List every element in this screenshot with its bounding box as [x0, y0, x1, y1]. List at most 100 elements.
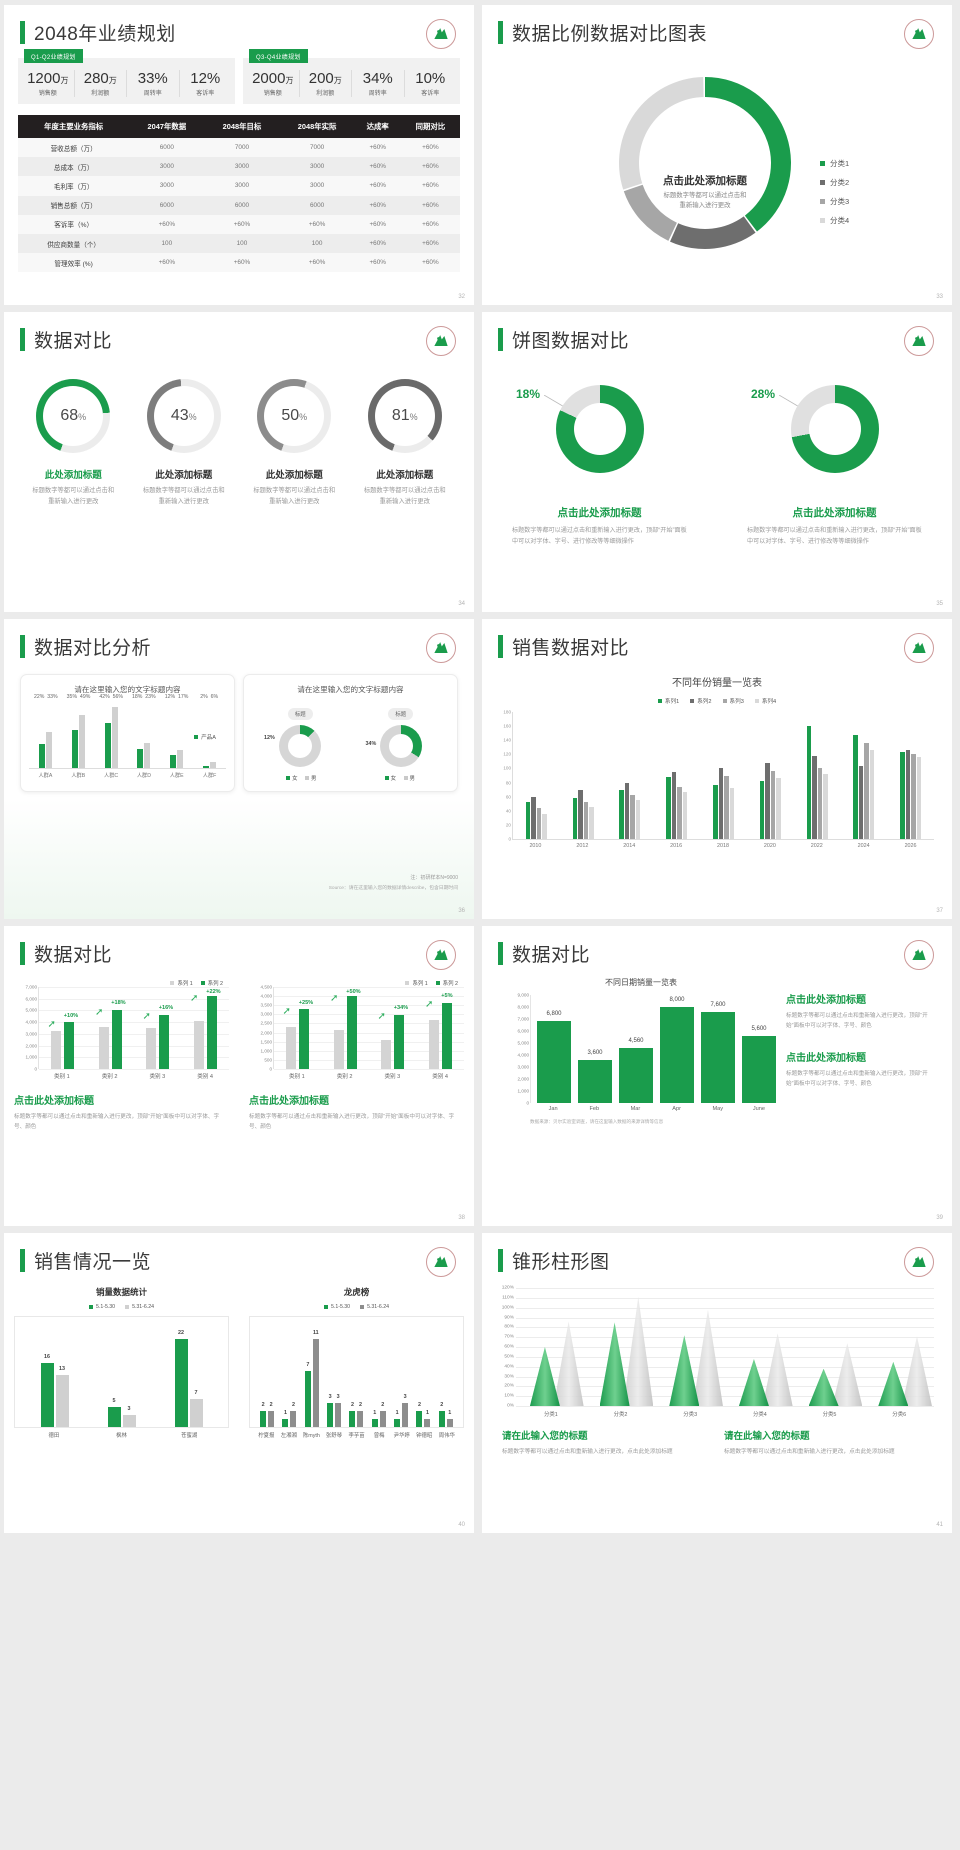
- bar-group: [700, 712, 747, 839]
- bar-group: 1 3: [390, 1317, 412, 1427]
- y-tick: 3,000: [517, 1064, 530, 1070]
- text-block: 请在此输入您的标题 标题数字等都可以通过点击和重新输入进行更改，点击此处添加标题: [724, 1428, 932, 1457]
- ring-title: 此处添加标题: [44, 470, 102, 481]
- slide-38[interactable]: 数据对比 系列 1 系列 2 7,000 6,000 5,000 4,000 3,000 2,…: [4, 926, 474, 1226]
- donut-pct: 18%: [516, 387, 541, 401]
- y-tick: 3,500: [260, 1002, 273, 1008]
- slide-40[interactable]: 销售情况一览 销量数据统计 5.1-5.30 5.31-6.24 16 13 5 3…: [4, 1233, 474, 1533]
- slide-grid: 2048年业绩规划 Q1-Q2业绩规划 1200万 销售额 280万 利润额: [4, 5, 952, 1533]
- table-cell: 100: [129, 233, 205, 254]
- table-cell: +60%: [129, 253, 205, 273]
- kpi-value: 33: [137, 70, 155, 87]
- bar: [858, 765, 864, 839]
- note-line-2: Source：请在这里输入您的数据详情describe，包含日期时间: [328, 886, 458, 891]
- bar: [666, 776, 671, 839]
- x-label: 分类1: [543, 1412, 558, 1418]
- x-label: 人群D: [136, 773, 151, 779]
- progress-ring: 68%: [36, 379, 111, 453]
- slide-35[interactable]: 饼图数据对比 18% 点击此处添加标题 标题数字等都可以通过点击和重新输入进行更…: [482, 312, 952, 612]
- page-number: 40: [458, 1522, 465, 1528]
- ring-title: 此处添加标题: [265, 470, 323, 481]
- bar-series1: 7: [304, 1362, 311, 1427]
- y-tick: 180: [503, 709, 511, 715]
- kpi-tag: Q1-Q2业绩规划: [24, 49, 83, 63]
- donut-chart: [619, 77, 791, 249]
- kpi-unit: 万: [285, 76, 294, 85]
- x-axis-labels: 德田 枫林 苍蜜湖: [14, 1431, 229, 1439]
- table-cell: 3000: [279, 157, 355, 177]
- table-row: 毛利率（万） 3000 3000 3000 +60% +60%: [18, 176, 460, 196]
- legend-label: 5.1-5.30: [96, 1304, 116, 1310]
- kpi-value: 2000: [252, 70, 286, 87]
- bar-series2: 3: [335, 1394, 342, 1427]
- brand-logo-icon: [904, 326, 934, 356]
- trend-arrow-icon: ➚: [95, 1006, 104, 1018]
- progress-ring: 50%: [257, 379, 332, 453]
- delta-label: +16%: [158, 1004, 174, 1011]
- bar-group: [887, 712, 934, 839]
- y-tick: 2,000: [517, 1076, 530, 1082]
- page-number: 37: [936, 908, 943, 914]
- bar-value: 1: [283, 1410, 287, 1416]
- bar-value-label: 8,000: [669, 997, 685, 1003]
- y-tick: 9,000: [517, 992, 530, 998]
- legend-label: 产品A: [201, 735, 216, 741]
- kpi-value: 34: [362, 70, 380, 87]
- x-label: 人群C: [104, 773, 119, 779]
- bar-value-label: 7,600: [710, 1001, 726, 1008]
- legend-item: 系列1: [657, 697, 679, 705]
- slide-33[interactable]: 数据比例数据对比图表 点击此处添加标题 标题数字等都可以通过点击和 重新输入进行更…: [482, 5, 952, 305]
- kpi-label: 利润额: [316, 91, 335, 97]
- bar-columns: +10% ➚ +18% ➚ +16% ➚ +22% ➚: [39, 987, 229, 1069]
- progress-ring: 43%: [146, 379, 221, 453]
- slide-34[interactable]: 数据对比 68% 此处添加标题 标题数字等都可以通过点击和重新输入进行更改 43…: [4, 312, 474, 612]
- donut-segment: [623, 184, 677, 241]
- bar-value: 2: [358, 1402, 362, 1408]
- row-label: 总成本（万）: [18, 157, 130, 177]
- bar-series2: [46, 732, 53, 768]
- slide-41[interactable]: 锥形柱形图 120% 110% 100% 90% 80% 70% 60% 50% 40% 30% 2…: [482, 1233, 952, 1533]
- table-cell: 7000: [279, 138, 355, 158]
- bar-series2: 7: [189, 1390, 203, 1427]
- col-header: 年度主要业务指标: [18, 115, 130, 138]
- donut-center-sub1: 标题数字等都可以通过点击和: [663, 192, 747, 199]
- y-tick: 4,000: [260, 993, 273, 999]
- kpi-label: 销售额: [263, 91, 282, 97]
- legend-swatch: [820, 218, 825, 223]
- block-heading: 点击此处添加标题: [786, 995, 866, 1006]
- table-row: 供应商数量（个） 100 100 100 +60% +60%: [18, 233, 460, 254]
- table-cell: 3000: [129, 176, 205, 196]
- bar: [869, 750, 875, 839]
- legend-swatch: [754, 699, 759, 703]
- slide-37[interactable]: 销售数据对比 不同年份销量一览表 系列1 系列2 系列3 系列4 0 20 40 60 80 1…: [482, 619, 952, 919]
- title-accent-bar: [20, 635, 25, 658]
- bar-series2: 1: [424, 1410, 431, 1427]
- block-heading: 点击此处添加标题: [14, 1096, 94, 1107]
- x-label: 2022: [810, 843, 823, 849]
- table-cell: 100: [204, 233, 280, 254]
- bar-series1: 3: [327, 1394, 334, 1427]
- row-label: 供应商数量（个）: [18, 233, 130, 254]
- bar-group: 2% 6%: [194, 694, 224, 768]
- col-header: 2048年实际: [279, 115, 355, 138]
- slide-32[interactable]: 2048年业绩规划 Q1-Q2业绩规划 1200万 销售额 280万 利润额: [4, 5, 474, 305]
- block-body: 标题数字等都可以通过点击和重新输入进行更改，顶部“开始”面板中可以对字体、字号、…: [249, 1114, 455, 1131]
- row-label: 客诉率（%）: [18, 214, 130, 234]
- legend-label: 分类1: [830, 159, 850, 168]
- x-label: 类别 2: [336, 1074, 353, 1080]
- bar-label: 35% 49%: [66, 694, 91, 700]
- legend-swatch: [820, 161, 825, 166]
- slide-39[interactable]: 数据对比 不同日期销量一览表 9,000 8,000 7,000 6,000 5,000…: [482, 926, 952, 1226]
- bar-group: 42% 56%: [96, 694, 126, 768]
- bar-series2: [209, 761, 216, 768]
- slide-36[interactable]: 数据对比分析 请在这里输入您的文字标题内容 22% 33% 35% 49% 42…: [4, 619, 474, 919]
- table-cell: +60%: [129, 214, 205, 234]
- bar-group: +50% ➚: [322, 987, 370, 1069]
- bar-value: 2: [269, 1402, 273, 1408]
- x-label: 2018: [717, 843, 729, 849]
- y-tick: 1,000: [517, 1088, 530, 1094]
- note-line-1: 注：初研样本N=9000: [410, 875, 458, 881]
- bar-value: 22: [178, 1330, 184, 1336]
- table-row: 营收总额（万） 6000 7000 7000 +60% +60%: [18, 138, 460, 158]
- bar: 5,600: [742, 1026, 776, 1103]
